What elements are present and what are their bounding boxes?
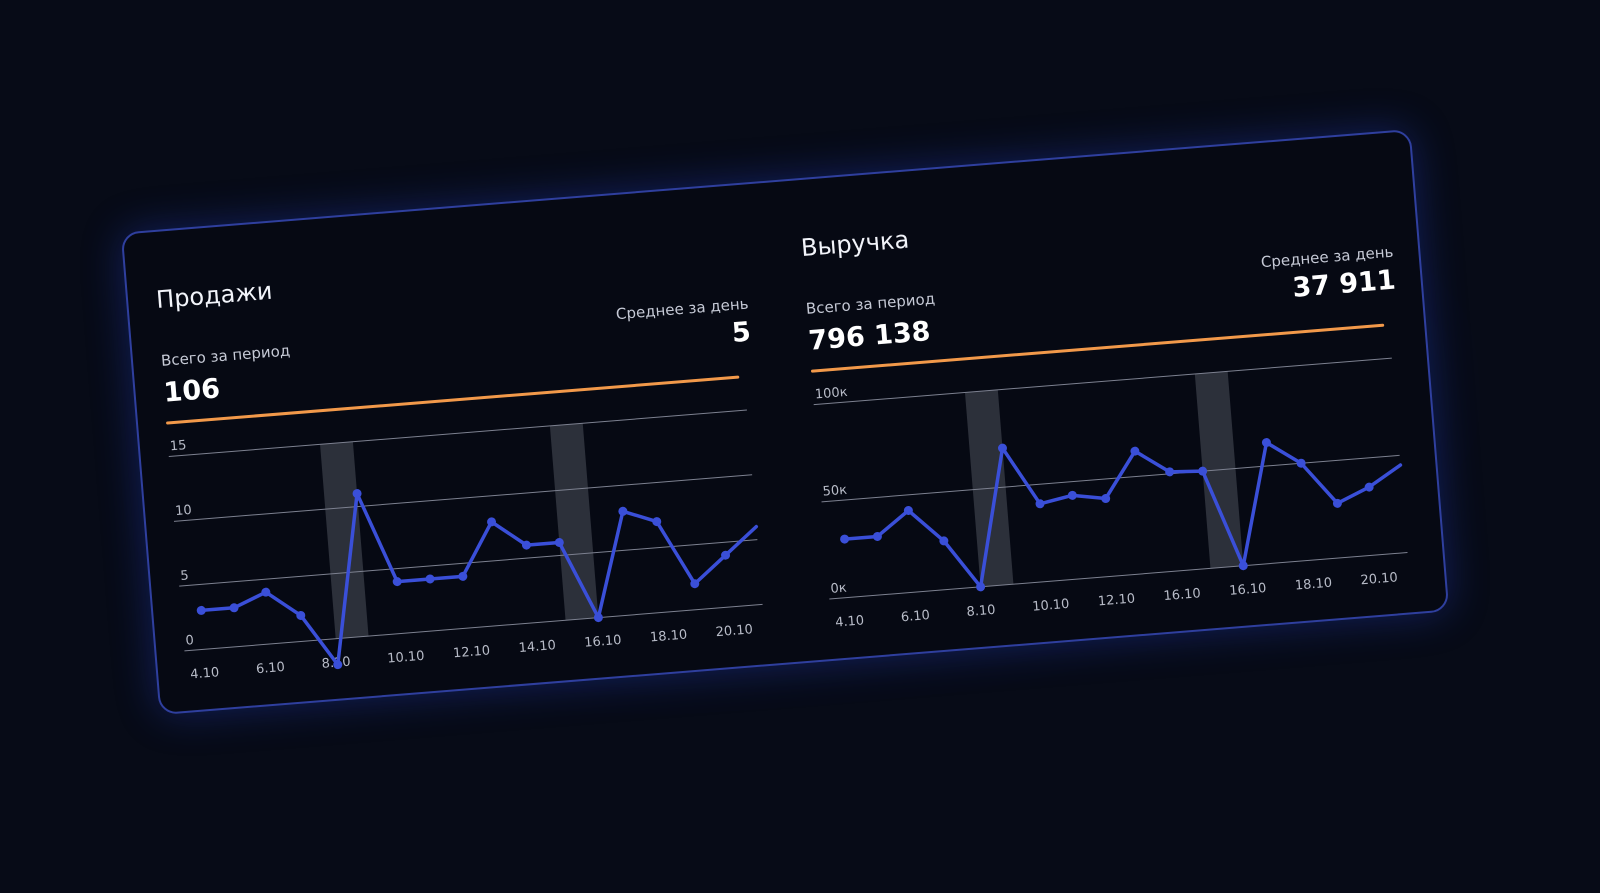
data-point [229,603,239,613]
grid-line [168,409,747,458]
data-point [998,443,1008,453]
x-tick-label: 20.10 [715,622,753,640]
data-point [1130,446,1140,456]
data-point [690,579,700,589]
data-point [333,660,343,670]
revenue-panel: Выручка Всего за период 796 138 Среднее … [796,133,1423,659]
grid-line [184,603,763,652]
y-tick-label: 5 [180,568,189,584]
x-tick-label: 16.10 [1229,581,1267,599]
y-tick-label: 0к [830,581,847,597]
x-tick-label: 12.10 [1097,592,1135,610]
data-point [1296,458,1306,468]
total-value: 796 138 [807,316,932,357]
x-tick-label: 8.10 [966,603,996,620]
total-value: 106 [162,373,222,409]
y-tick-label: 10 [175,503,193,519]
x-tick-label: 18.10 [1294,576,1332,594]
grid-line [829,552,1408,600]
grid-line [173,474,753,522]
data-point [1165,467,1175,477]
data-point [1261,438,1271,448]
data-point [872,531,882,541]
average-value: 37 911 [1291,264,1397,304]
y-tick-label: 100к [814,385,848,403]
revenue-line-chart: 0к 50к 100к 4.10 6.10 8.10 10.10 12.10 16.10 16.1… [813,357,1408,631]
data-point [1101,494,1111,504]
x-tick-label: 6.10 [900,608,930,625]
panel-title: Продажи [155,276,274,314]
data-point [425,574,435,584]
data-point [1332,498,1342,508]
x-tick-label: 18.10 [649,628,687,646]
data-point [458,571,468,581]
series-line [199,491,759,667]
data-point [554,537,564,547]
data-point [261,587,271,597]
x-tick-label: 10.10 [387,649,425,667]
x-tick-label: 20.10 [1360,570,1398,588]
x-tick-label: 10.10 [1032,597,1070,615]
data-point [593,613,603,623]
data-point [1035,499,1045,509]
panel-title: Выручка [799,225,911,263]
x-tick-label: 14.10 [518,638,556,656]
data-point [296,610,306,620]
data-point [196,605,206,615]
weekend-highlight-band [549,423,599,621]
series-line [842,440,1403,589]
x-tick-label: 4.10 [835,613,865,630]
data-point [392,577,402,587]
x-tick-label: 12.10 [452,643,490,661]
x-tick-label: 4.10 [190,665,220,682]
y-tick-label: 50к [822,483,848,500]
total-label: Всего за период [160,341,291,370]
x-tick-label: 16.10 [1163,586,1201,604]
sales-line-chart: 0510154.106.108.1010.1012.1014.1016.1018… [168,409,763,682]
data-point [352,489,362,499]
data-point [840,534,850,544]
data-point [903,505,913,515]
data-point [939,536,949,546]
data-point [1067,490,1077,500]
average-label: Среднее за день [615,294,750,324]
data-point [1364,482,1374,492]
total-label: Всего за период [805,289,936,318]
data-point [618,506,628,516]
x-tick-label: 16.10 [584,633,622,651]
data-point [721,550,731,560]
y-tick-label: 15 [169,438,187,454]
data-point [1238,561,1248,571]
grid-line [813,357,1392,406]
data-point [976,582,986,592]
x-tick-label: 6.10 [255,660,285,677]
data-point [521,540,531,550]
data-point [487,517,497,527]
metrics-card: Продажи Всего за период 106 Среднее за д… [120,128,1450,716]
data-point [652,517,662,527]
y-tick-label: 0 [185,633,194,649]
sales-panel: Продажи Всего за период 106 Среднее за д… [151,185,778,711]
data-point [1198,466,1208,476]
average-value: 5 [730,316,752,349]
